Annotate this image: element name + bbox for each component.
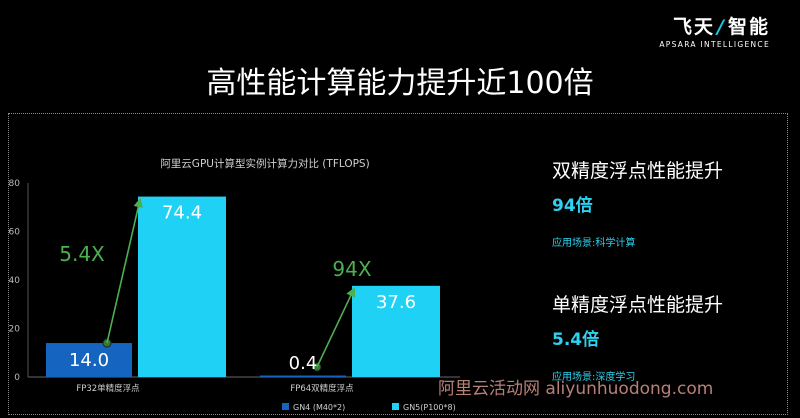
bar xyxy=(138,196,226,377)
category-label: FP32单精度浮点 xyxy=(76,383,140,394)
page-title: 高性能计算能力提升近100倍 xyxy=(206,66,594,101)
y-tick-label: 40 xyxy=(9,276,21,286)
data-labels: 14.0 0.4 74.4 37.6 xyxy=(69,203,416,374)
side-heading: 单精度浮点性能提升 xyxy=(552,294,724,316)
category-labels: FP32单精度浮点 FP64双精度浮点 xyxy=(76,383,354,394)
side-value: 94倍 xyxy=(552,196,593,216)
side-note: 应用场景:科学计算 xyxy=(552,238,636,249)
data-label: 74.4 xyxy=(162,203,202,224)
legend-swatch xyxy=(282,403,289,410)
y-tick-label: 20 xyxy=(9,325,21,335)
legend: GN4 (M40*2) GN5(P100*8) xyxy=(282,403,456,412)
side-heading: 双精度浮点性能提升 xyxy=(552,160,724,182)
side-note: 应用场景:深度学习 xyxy=(552,372,636,383)
side-value: 5.4倍 xyxy=(552,330,600,350)
logo-text-en: APSARA INTELLIGENCE xyxy=(659,40,770,49)
watermark: 阿里云活动网 aliyunhuodong.com xyxy=(438,379,714,399)
y-tick-label: 60 xyxy=(9,228,21,238)
logo: 飞天 / 智能 APSARA INTELLIGENCE xyxy=(620,12,770,49)
logo-text-cn: 飞天 / 智能 xyxy=(673,16,770,38)
legend-label: GN4 (M40*2) xyxy=(293,403,345,412)
data-label: 14.0 xyxy=(69,350,109,371)
legend-label: GN5(P100*8) xyxy=(403,403,456,412)
growth-arrow xyxy=(316,287,356,368)
arrows: 5.4X 94X xyxy=(59,197,372,372)
bar xyxy=(260,375,346,377)
growth-arrow xyxy=(106,197,143,344)
y-tick-label: 0 xyxy=(14,373,20,383)
bars xyxy=(46,196,440,377)
bar xyxy=(46,343,132,377)
growth-annotation: 94X xyxy=(332,257,371,281)
y-tick-label: 80 xyxy=(9,179,21,189)
legend-swatch xyxy=(392,403,399,410)
bar xyxy=(352,285,440,377)
side-item-fp64: 双精度浮点性能提升 94倍 应用场景:科学计算 xyxy=(552,156,723,249)
data-label: 37.6 xyxy=(376,292,416,313)
data-label: 0.4 xyxy=(289,353,318,374)
chart-title: 阿里云GPU计算型实例计算力对比 (TFLOPS) xyxy=(160,157,369,170)
y-tick-labels: 0 20 40 60 80 xyxy=(9,179,21,383)
category-label: FP64双精度浮点 xyxy=(290,383,354,394)
chart-frame xyxy=(8,113,788,415)
growth-annotation: 5.4X xyxy=(59,242,105,266)
side-item-fp32: 单精度浮点性能提升 5.4倍 应用场景:深度学习 xyxy=(552,290,723,383)
